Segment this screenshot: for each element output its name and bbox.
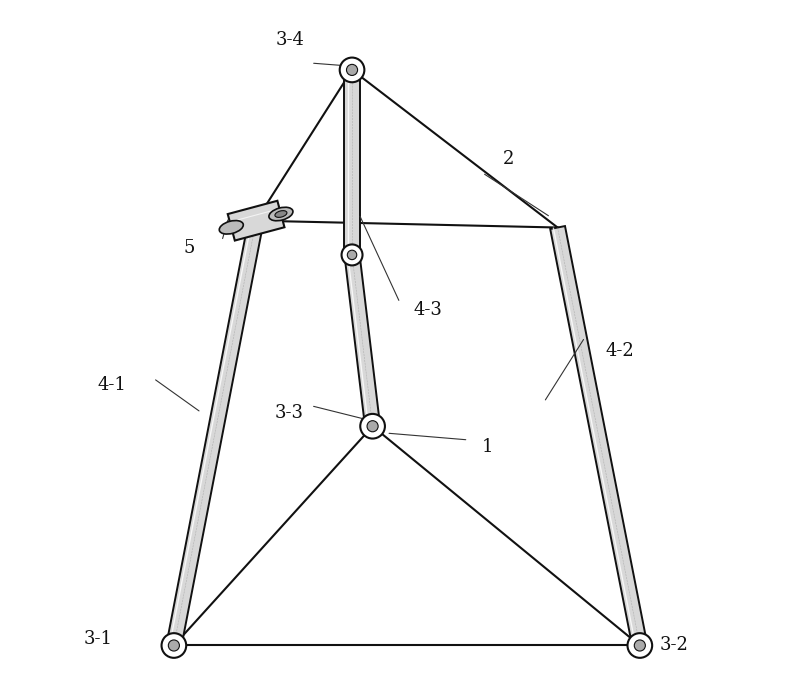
Text: 3-1: 3-1 (84, 630, 113, 647)
Ellipse shape (275, 211, 287, 217)
Text: 3-2: 3-2 (660, 636, 689, 654)
Circle shape (634, 640, 646, 651)
Circle shape (162, 633, 186, 658)
Text: 4-3: 4-3 (414, 301, 442, 319)
Text: 5: 5 (183, 239, 194, 257)
Circle shape (360, 414, 385, 438)
Text: 4-2: 4-2 (606, 342, 634, 360)
Ellipse shape (219, 221, 243, 234)
Circle shape (367, 420, 378, 432)
Circle shape (168, 640, 179, 651)
Polygon shape (345, 254, 380, 427)
Polygon shape (166, 219, 263, 647)
Circle shape (340, 58, 364, 83)
Text: 3-4: 3-4 (276, 32, 305, 50)
Circle shape (347, 250, 357, 259)
Text: 2: 2 (502, 150, 514, 168)
Ellipse shape (269, 207, 293, 221)
Circle shape (346, 65, 358, 76)
Circle shape (342, 244, 362, 266)
Text: 1: 1 (482, 438, 494, 455)
Polygon shape (345, 70, 359, 255)
Text: 3-3: 3-3 (275, 404, 304, 422)
Text: 4-1: 4-1 (97, 376, 126, 394)
Circle shape (627, 633, 652, 658)
Polygon shape (550, 226, 647, 647)
Polygon shape (228, 201, 285, 241)
